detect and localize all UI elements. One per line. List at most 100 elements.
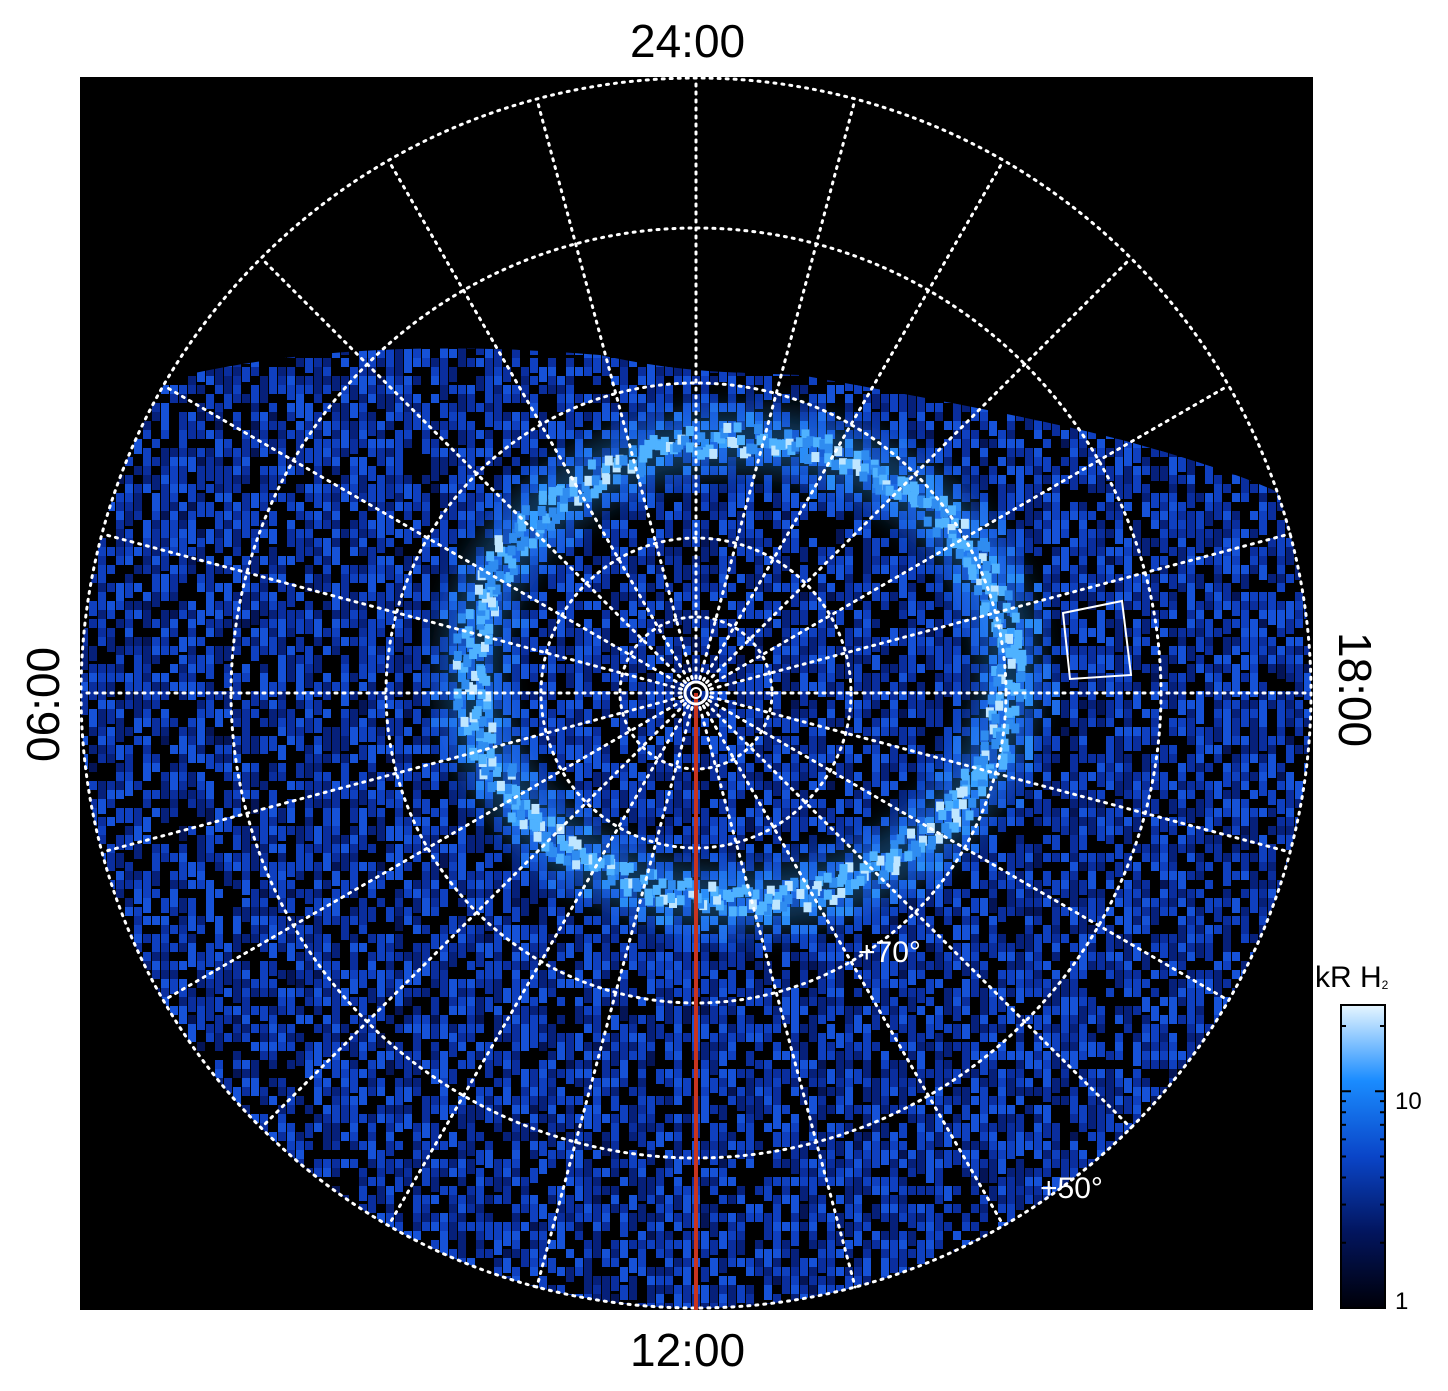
emission-pixel [377, 574, 385, 583]
emission-pixel [818, 547, 826, 556]
emission-pixel [1268, 502, 1276, 511]
emission-pixel [1241, 493, 1249, 502]
emission-pixel [287, 664, 295, 673]
emission-pixel [1007, 529, 1015, 544]
emission-pixel [251, 385, 259, 394]
emission-pixel [746, 808, 754, 817]
emission-pixel [512, 394, 520, 403]
emission-pixel [1196, 556, 1204, 565]
emission-pixel [116, 475, 124, 484]
emission-pixel [584, 754, 592, 769]
emission-pixel [1088, 547, 1096, 556]
emission-pixel [1169, 484, 1177, 493]
emission-pixel [773, 511, 781, 526]
emission-pixel [413, 799, 421, 808]
emission-pixel [935, 691, 943, 700]
emission-pixel [962, 475, 970, 490]
emission-pixel [269, 439, 277, 454]
emission-pixel [1034, 583, 1042, 592]
emission-pixel [1286, 808, 1294, 817]
emission-pixel [377, 484, 385, 493]
emission-pixel [98, 727, 106, 736]
emission-pixel [440, 376, 448, 391]
emission-pixel [683, 520, 691, 529]
emission-pixel [629, 664, 637, 673]
emission-pixel [1115, 781, 1123, 796]
emission-pixel [323, 628, 331, 637]
emission-pixel [737, 682, 745, 691]
emission-pixel [1160, 691, 1168, 700]
emission-pixel [638, 412, 646, 421]
emission-pixel [368, 385, 376, 400]
emission-pixel [314, 700, 322, 715]
emission-pixel [737, 484, 745, 499]
emission-pixel [1034, 736, 1042, 751]
emission-pixel [638, 817, 646, 826]
emission-pixel [188, 547, 196, 562]
emission-pixel [341, 673, 349, 682]
emission-pixel [575, 637, 583, 646]
emission-pixel [971, 475, 979, 484]
emission-pixel [791, 700, 799, 709]
emission-pixel [89, 745, 97, 754]
emission-pixel [1088, 574, 1096, 583]
emission-pixel [647, 376, 655, 385]
emission-pixel [206, 583, 214, 598]
emission-pixel [116, 502, 124, 517]
emission-pixel [683, 376, 691, 385]
emission-pixel [944, 637, 952, 646]
emission-pixel [233, 754, 241, 763]
emission-pixel [521, 592, 529, 601]
emission-pixel [638, 700, 646, 709]
emission-pixel [908, 655, 916, 664]
emission-pixel [809, 655, 817, 664]
emission-pixel [638, 547, 646, 562]
emission-pixel [1268, 601, 1276, 610]
emission-pixel [665, 520, 673, 529]
emission-pixel [287, 385, 295, 400]
emission-pixel [224, 484, 232, 499]
emission-pixel [413, 556, 421, 565]
emission-pixel [98, 826, 106, 835]
emission-pixel [440, 610, 448, 619]
emission-pixel [1088, 484, 1096, 493]
emission-pixel [710, 835, 718, 844]
emission-pixel [818, 610, 826, 625]
emission-pixel [1061, 808, 1069, 823]
emission-pixel [1106, 484, 1114, 499]
emission-pixel [611, 565, 619, 574]
emission-pixel [314, 790, 322, 805]
emission-pixel [1115, 637, 1123, 652]
emission-pixel [746, 781, 754, 790]
emission-pixel [944, 727, 952, 742]
emission-pixel [179, 727, 187, 736]
emission-pixel [422, 610, 430, 619]
emission-pixel [368, 493, 376, 508]
emission-pixel [116, 835, 124, 850]
emission-pixel [1223, 763, 1231, 772]
emission-pixel [1187, 727, 1195, 742]
emission-pixel [1124, 718, 1132, 727]
emission-pixel [575, 628, 583, 637]
emission-pixel [368, 592, 376, 601]
emission-pixel [1097, 610, 1105, 619]
emission-pixel [350, 439, 358, 454]
emission-pixel [1079, 736, 1087, 745]
emission-pixel [206, 808, 214, 823]
emission-pixel [359, 628, 367, 637]
emission-pixel [269, 772, 277, 781]
emission-pixel [710, 736, 718, 751]
emission-pixel [908, 637, 916, 646]
emission-pixel [179, 538, 187, 547]
emission-pixel [179, 502, 187, 511]
emission-pixel [1088, 592, 1096, 601]
emission-pixel [1079, 448, 1087, 457]
emission-pixel [1232, 592, 1240, 601]
emission-pixel [1196, 835, 1204, 844]
emission-pixel [476, 835, 484, 844]
emission-pixel [665, 601, 673, 616]
emission-pixel [260, 385, 268, 394]
emission-pixel [197, 682, 205, 697]
emission-pixel [350, 619, 358, 628]
emission-pixel [341, 682, 349, 697]
